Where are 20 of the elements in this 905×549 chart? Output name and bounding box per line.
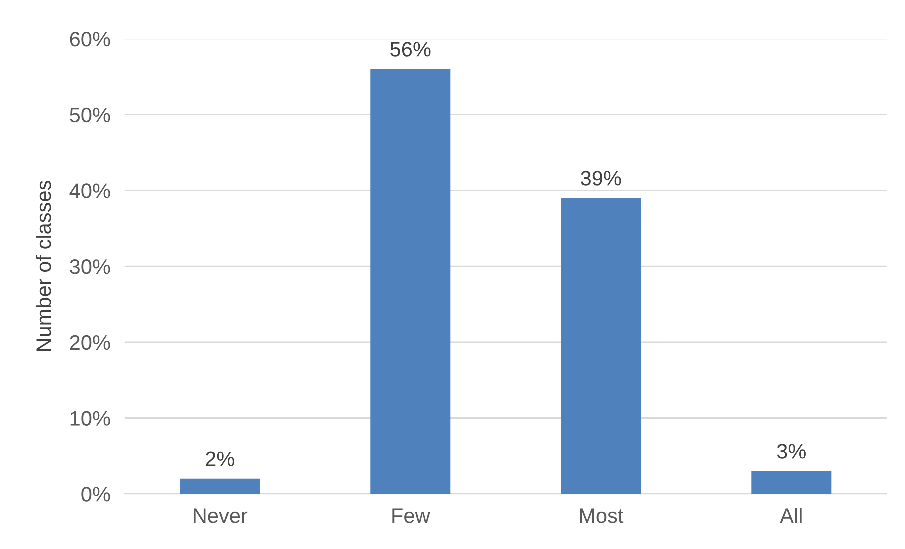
y-tick-label: 30% bbox=[70, 260, 110, 274]
y-tick-label: 40% bbox=[70, 184, 110, 198]
x-tick-label: Few bbox=[392, 508, 430, 524]
y-axis-title: Number of classes bbox=[36, 181, 52, 352]
x-tick-label: All bbox=[780, 508, 802, 524]
y-tick-label: 10% bbox=[70, 411, 110, 426]
bar bbox=[561, 198, 642, 494]
y-tick-label: 60% bbox=[70, 32, 110, 47]
x-tick-label: Never bbox=[194, 508, 248, 524]
y-tick-label: 20% bbox=[70, 335, 110, 350]
bar bbox=[180, 478, 260, 494]
x-tick-label: Most bbox=[580, 508, 624, 524]
bar bbox=[752, 471, 832, 494]
data-label: 2% bbox=[206, 452, 234, 466]
data-label: 3% bbox=[777, 444, 806, 459]
y-tick-label: 0% bbox=[82, 487, 110, 502]
data-label: 56% bbox=[390, 42, 431, 57]
bar bbox=[370, 69, 451, 494]
y-tick-label: 50% bbox=[70, 108, 110, 123]
data-label: 39% bbox=[581, 171, 622, 186]
